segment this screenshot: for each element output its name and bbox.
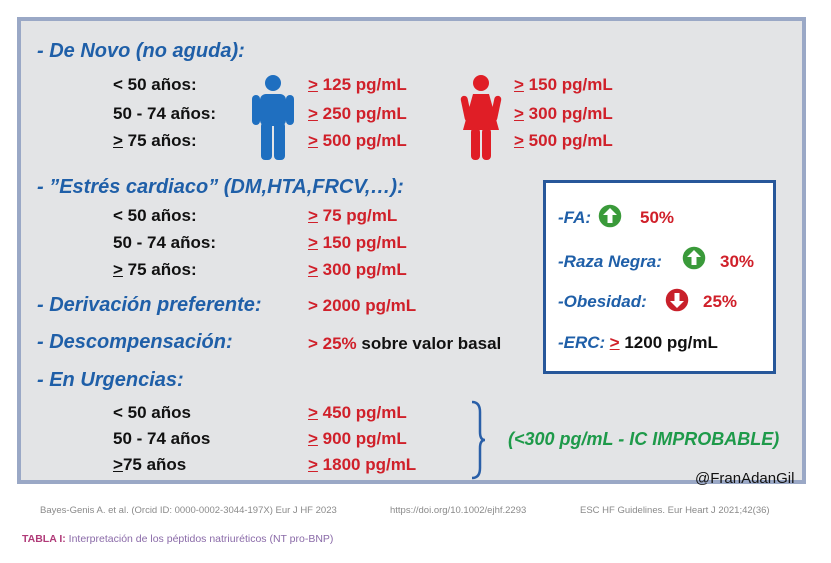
age-label: 50 - 74 años: (113, 104, 216, 123)
right-brace-icon (471, 400, 486, 480)
age-label: > 75 años: (113, 260, 197, 279)
female-threshold: > 150 pg/mL (514, 75, 613, 94)
stress-threshold: > 300 pg/mL (308, 260, 407, 279)
risk-factors-box (543, 180, 776, 374)
stress-threshold: > 150 pg/mL (308, 233, 407, 252)
section-title-derivacion: - Derivación preferente: (37, 294, 262, 316)
male-figure-icon (252, 75, 294, 160)
urgencias-threshold: > 1800 pg/mL (308, 455, 417, 474)
obesidad-value: 25% (703, 292, 738, 311)
arrow-down-circle-icon (664, 287, 690, 313)
descompensacion-value: > 25% sobre valor basal (308, 334, 502, 353)
female-threshold: > 500 pg/mL (514, 131, 613, 150)
female-figure-icon (460, 75, 502, 160)
obesidad-label: -Obesidad: (558, 292, 647, 311)
age-label: > 75 años: (113, 131, 197, 150)
citation-right: ESC HF Guidelines. Eur Heart J 2021;42(3… (580, 505, 770, 516)
arrow-up-circle-icon (597, 203, 623, 229)
female-threshold: > 300 pg/mL (514, 104, 613, 123)
stress-threshold: > 75 pg/mL (308, 206, 398, 225)
age-label: 50 - 74 años: (113, 233, 216, 252)
age-label: >75 años (113, 455, 187, 474)
age-label: < 50 años: (113, 75, 197, 94)
age-label: < 50 años (113, 403, 191, 422)
male-threshold: > 125 pg/mL (308, 75, 407, 94)
age-label: < 50 años: (113, 206, 197, 225)
author-handle: @FranAdanGil (695, 470, 795, 487)
improbable-note: (<300 pg/mL - IC IMPROBABLE) (508, 429, 780, 449)
raza-value: 30% (720, 252, 755, 271)
raza-label: -Raza Negra: (558, 252, 662, 271)
section-title-descompensacion: - Descompensación: (37, 331, 233, 353)
fa-value: 50% (640, 208, 675, 227)
table-caption: TABLA I: Interpretación de los péptidos … (22, 533, 334, 545)
arrow-up-circle-icon (681, 245, 707, 271)
derivacion-value: > 2000 pg/mL (308, 296, 417, 315)
citation-middle: https://doi.org/10.1002/ejhf.2293 (390, 505, 527, 516)
urgencias-threshold: > 900 pg/mL (308, 429, 407, 448)
citation-left: Bayes-Genis A. et al. (Orcid ID: 0000-00… (40, 505, 337, 516)
urgencias-threshold: > 450 pg/mL (308, 403, 407, 422)
male-threshold: > 500 pg/mL (308, 131, 407, 150)
section-title-de-novo: - De Novo (no aguda): (37, 40, 245, 62)
section-title-urgencias: - En Urgencias: (37, 369, 184, 391)
age-label: 50 - 74 años (113, 429, 211, 448)
male-threshold: > 250 pg/mL (308, 104, 407, 123)
fa-label: -FA: (558, 208, 592, 227)
erc-row: -ERC: > 1200 pg/mL (558, 333, 718, 352)
section-title-estres: - ”Estrés cardiaco” (DM,HTA,FRCV,…): (37, 176, 404, 198)
